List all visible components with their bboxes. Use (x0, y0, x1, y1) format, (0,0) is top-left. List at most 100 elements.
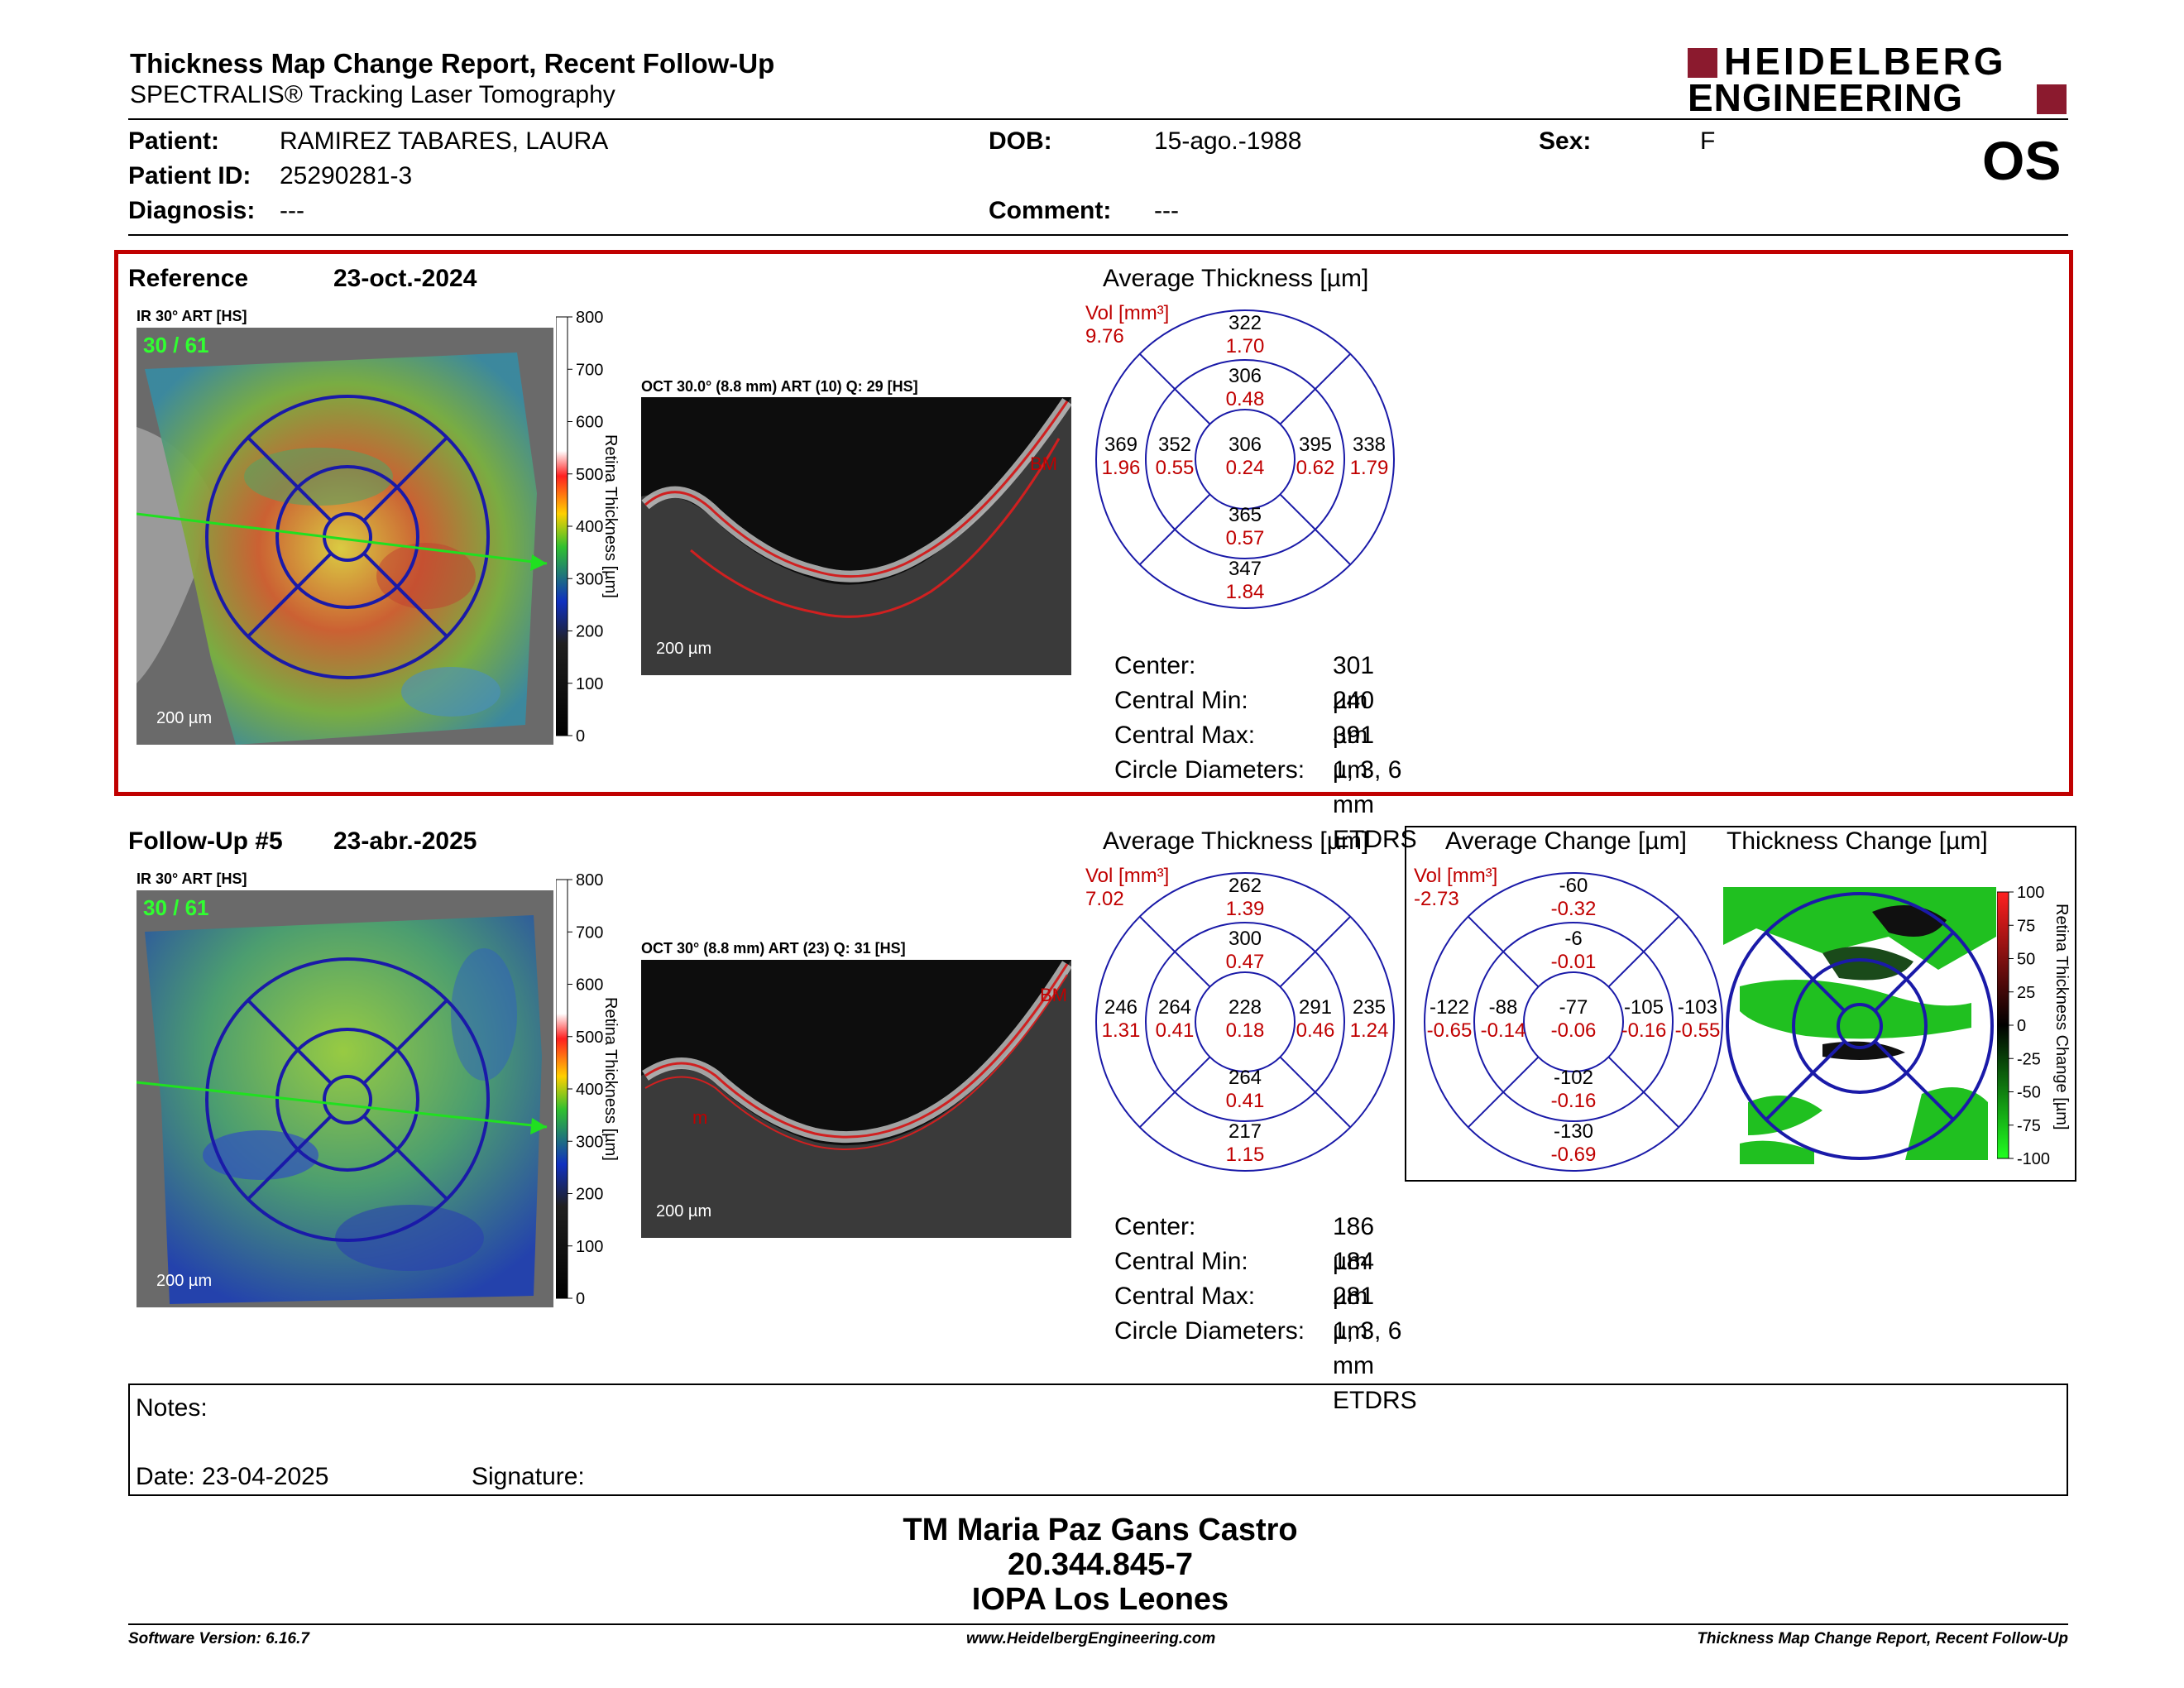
change-scale-title: Retina Thickness Change [µm] (2052, 904, 2071, 1130)
patient-id: 25290281-3 (280, 162, 413, 189)
eye-label: OS (1982, 130, 2062, 191)
reference-center-thickness: 306 (1228, 434, 1262, 456)
change-inf-outer-thickness: -130 (1554, 1120, 1593, 1143)
signature-label: Signature: (472, 1463, 585, 1490)
footer-website[interactable]: www.HeidelbergEngineering.com (966, 1630, 1216, 1647)
followup-stats: Center: 186 µm Central Min: 184 µm Central M… (1114, 1210, 1417, 1414)
reference-inf-inner-volume: 0.57 (1226, 527, 1265, 549)
reference-scale-tick: 800 (576, 310, 603, 327)
change-vol-total: -2.73 (1414, 888, 1459, 910)
change-nas-inner-thickness: -105 (1624, 996, 1664, 1019)
reference-sup-outer-thickness: 322 (1228, 312, 1262, 334)
reference-stat-value: 301 µm (1333, 652, 1375, 714)
reference-stat-label: Circle Diameters: (1114, 756, 1305, 784)
report-title: Thickness Map Change Report, Recent Foll… (130, 48, 775, 79)
followup-stat-value: 184 µm (1333, 1248, 1375, 1310)
followup-oct-label: OCT 30° (8.8 mm) ART (23) Q: 31 [HS] (641, 940, 906, 957)
reference-ir-label: IR 30° ART [HS] (136, 308, 247, 324)
change-center-volume: -0.06 (1551, 1019, 1597, 1042)
reference-scale-tick: 100 (576, 675, 603, 693)
reference-scale-tick: 500 (576, 466, 603, 484)
followup-scale-tick: 300 (576, 1133, 603, 1151)
logo-square-bottom (2037, 84, 2067, 114)
reference-temp-outer-thickness: 369 (1104, 434, 1138, 456)
reference-scale-tick: 600 (576, 414, 603, 432)
change-sup-outer-thickness: -60 (1559, 875, 1588, 897)
reference-stat-value: 240 µm (1333, 687, 1375, 749)
reference-scale-ticks: 800 700 600 500 400 300 200 100 0 (568, 310, 603, 745)
change-vol-label: Vol [mm³] (1414, 865, 1497, 887)
change-avg-title: Average Change [µm] (1445, 827, 1687, 855)
reference-ir-scale: 200 µm (156, 709, 212, 727)
reference-inf-outer-volume: 1.84 (1226, 581, 1265, 603)
followup-stat-label: Central Max: (1114, 1283, 1256, 1310)
reference-temp-outer-volume: 1.96 (1102, 457, 1141, 479)
followup-stat-label: Center: (1114, 1213, 1196, 1240)
change-scale-tick: 75 (2017, 917, 2035, 935)
reference-vol-total: 9.76 (1085, 325, 1124, 348)
reference-oct-bscan: BM 200 µm (641, 397, 1071, 675)
signer-institution: IOPA Los Leones (971, 1582, 1229, 1617)
followup-stat-label: Central Min: (1114, 1248, 1248, 1275)
change-nas-inner-volume: -0.16 (1621, 1019, 1667, 1042)
notes-box[interactable] (128, 1383, 2068, 1496)
svg-text:BM: BM (1030, 453, 1057, 474)
followup-temp-outer-volume: 1.31 (1102, 1019, 1141, 1042)
followup-center-thickness: 228 (1228, 996, 1262, 1019)
change-sup-outer-volume: -0.32 (1551, 898, 1597, 920)
followup-inf-outer-thickness: 217 (1228, 1120, 1262, 1143)
change-panel (1405, 826, 2076, 1182)
reference-stat-row: Central Max: 391 µm (1114, 718, 1374, 784)
reference-nas-inner-thickness: 395 (1299, 434, 1332, 456)
change-nas-outer-volume: -0.55 (1675, 1019, 1721, 1042)
comment-label: Comment: (989, 197, 1112, 224)
followup-nas-inner-thickness: 291 (1299, 996, 1332, 1019)
change-scale-tick: 25 (2017, 984, 2035, 1002)
change-temp-outer-volume: -0.65 (1427, 1019, 1473, 1042)
reference-panel (114, 250, 2073, 796)
software-version: Software Version: 6.16.7 (128, 1630, 309, 1647)
sex-value: F (1700, 127, 1716, 155)
followup-ir-label: IR 30° ART [HS] (136, 870, 247, 887)
followup-stat-value: 281 µm (1333, 1283, 1375, 1345)
diagnosis-label: Diagnosis: (128, 197, 256, 224)
reference-frames: 30 / 61 (143, 333, 209, 357)
reference-scale-tick: 700 (576, 361, 603, 379)
patient-name: RAMIREZ TABARES, LAURA (280, 127, 609, 155)
change-temp-inner-volume: -0.14 (1481, 1019, 1526, 1042)
followup-scale-tick: 400 (576, 1081, 603, 1099)
change-etdrs-grid: -60-0.32-6-0.01-77-0.06-102-0.16-130-0.6… (1414, 865, 1723, 1172)
followup-ir-scale: 200 µm (156, 1272, 212, 1290)
svg-text:BM: BM (1040, 985, 1067, 1005)
followup-temp-outer-thickness: 246 (1104, 996, 1138, 1019)
followup-scale-ticks: 800 700 600 500 400 300 200 100 0 (568, 873, 603, 1307)
reference-scale-title: Retina Thickness [µm] (601, 434, 620, 598)
reference-vol-label: Vol [mm³] (1085, 302, 1169, 324)
reference-center-volume: 0.24 (1226, 457, 1265, 479)
change-map-title: Thickness Change [µm] (1727, 827, 1988, 855)
followup-stat-value: 1, 3, 6 mm ETDRS (1333, 1317, 1417, 1414)
reference-stat-label: Center: (1114, 652, 1196, 679)
reference-nas-outer-thickness: 338 (1353, 434, 1386, 456)
change-inf-inner-thickness: -102 (1554, 1067, 1593, 1089)
change-inf-inner-volume: -0.16 (1551, 1090, 1597, 1112)
reference-scale-tick: 0 (576, 727, 585, 745)
reference-sup-inner-volume: 0.48 (1226, 388, 1265, 410)
reference-ir-image: 30 / 61 200 µm (136, 328, 553, 745)
footer-divider (128, 1623, 2068, 1625)
followup-inf-inner-volume: 0.41 (1226, 1090, 1265, 1112)
reference-stat-value: 391 µm (1333, 722, 1375, 784)
followup-scale-tick: 800 (576, 873, 603, 890)
patient-divider (128, 234, 2068, 236)
followup-avg-title: Average Thickness [µm] (1103, 827, 1369, 855)
reference-thickness-scale: 800 700 600 500 400 300 200 100 0 Retina Thickne… (556, 310, 620, 745)
followup-stat-row: Central Min: 184 µm (1114, 1244, 1374, 1310)
logo-square-top (1688, 48, 1717, 78)
reference-nas-inner-volume: 0.62 (1296, 457, 1335, 479)
reference-temp-inner-volume: 0.55 (1156, 457, 1195, 479)
notes-date: Date: 23-04-2025 (136, 1463, 329, 1490)
change-scale-tick: 100 (2017, 885, 2044, 902)
reference-nas-outer-volume: 1.79 (1350, 457, 1389, 479)
reference-sup-outer-volume: 1.70 (1226, 335, 1265, 357)
patient-label: Patient: (128, 127, 220, 155)
